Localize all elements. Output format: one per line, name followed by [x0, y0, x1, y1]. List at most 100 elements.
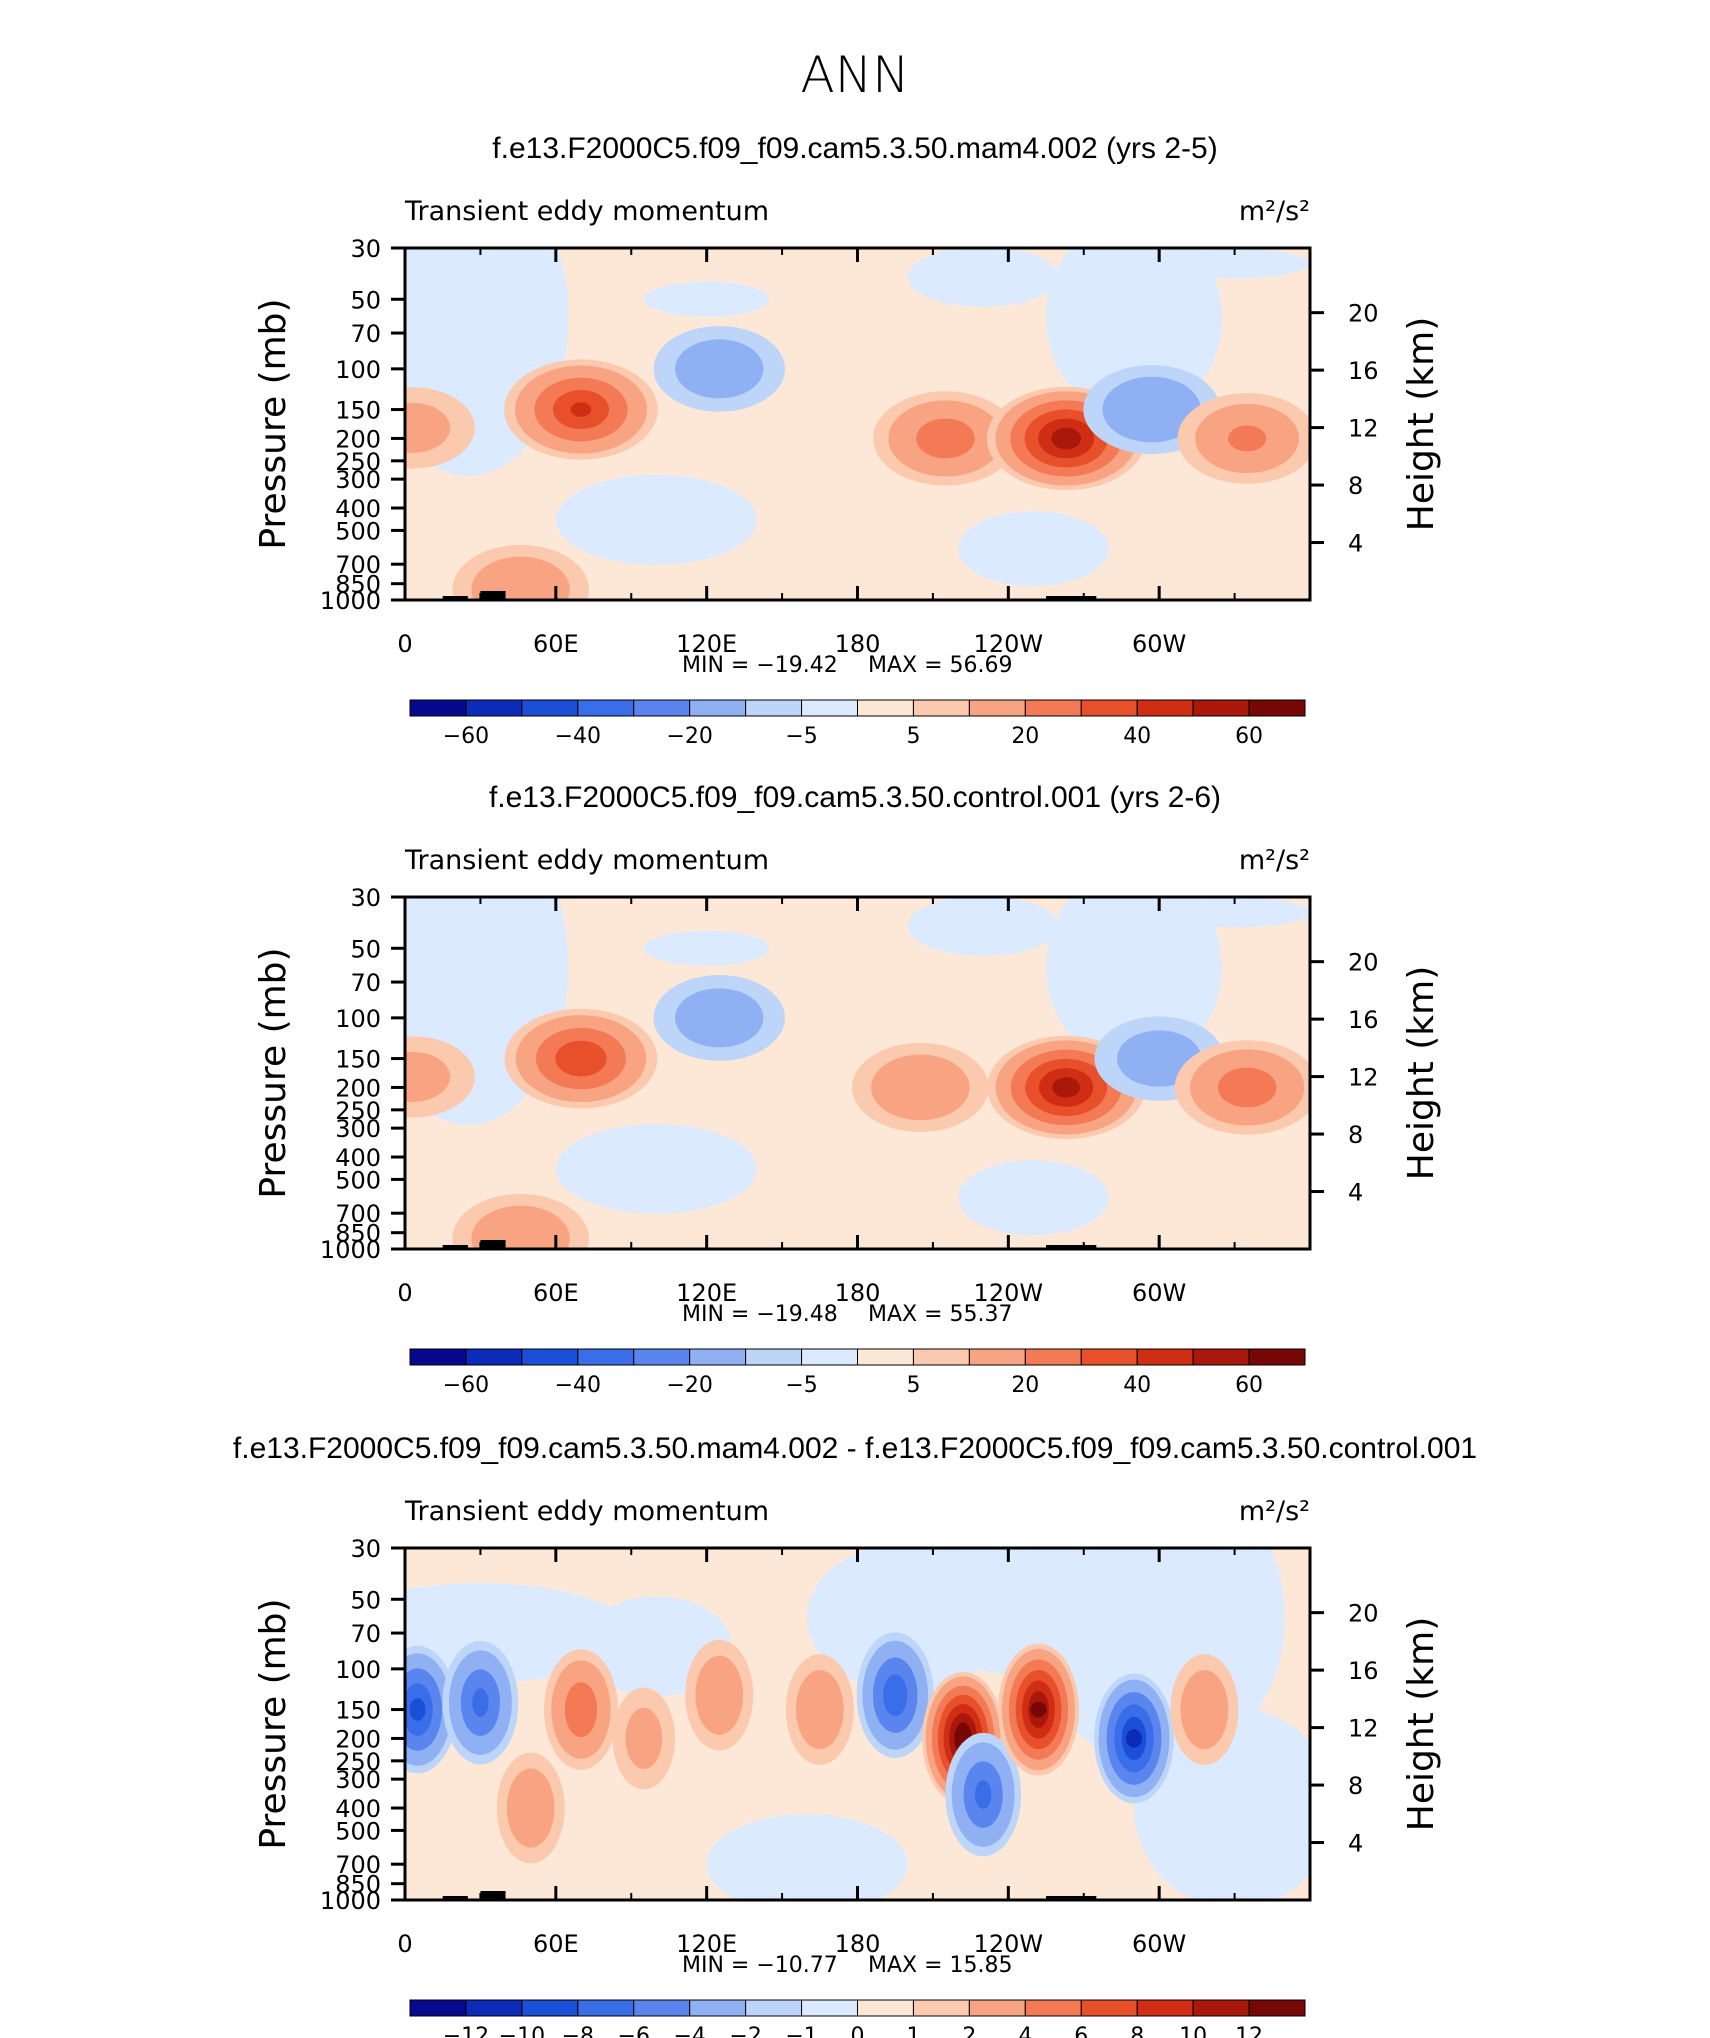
contour-level — [1217, 1067, 1277, 1108]
colorbar-box — [968, 699, 1026, 717]
y2-axis-label: Height (km) — [1401, 317, 1442, 531]
terrain-mask — [442, 1245, 468, 1249]
contour-field — [405, 248, 1310, 600]
y-tick-label: 70 — [350, 1620, 381, 1648]
y2-tick-label: 4 — [1348, 1179, 1363, 1207]
y-tick-label: 200 — [335, 425, 381, 453]
colorbar-label: 0 — [851, 2024, 865, 2038]
contour-blob — [496, 1752, 565, 1864]
colorbar-label: 60 — [1235, 1373, 1263, 1398]
colorbar-label: 1 — [906, 2024, 920, 2038]
contour-blob — [1177, 393, 1310, 484]
contour-blob — [452, 544, 589, 600]
y2-tick-label: 4 — [1348, 530, 1363, 558]
y-tick-label: 1000 — [320, 587, 381, 615]
contour-level — [675, 988, 764, 1048]
y-tick-label: 250 — [335, 448, 381, 476]
y-tick-label: 400 — [335, 495, 381, 523]
terrain-mask — [480, 1240, 506, 1249]
colorbar-label: 20 — [1011, 1373, 1039, 1398]
colorbar-box — [1080, 1999, 1138, 2017]
y2-tick-label: 20 — [1348, 1600, 1379, 1628]
colorbar-box — [689, 1348, 747, 1366]
shading-patch — [555, 1123, 757, 1214]
x-tick-label: 60E — [533, 1279, 579, 1307]
colorbar-box — [1248, 1348, 1306, 1366]
colorbar-box — [633, 699, 691, 717]
colorbar-label: 2 — [962, 2024, 976, 2038]
colorbar-label: 12 — [1235, 2024, 1263, 2038]
contour-level — [871, 1054, 970, 1121]
contour-blob — [785, 1654, 854, 1765]
contour-level — [506, 1768, 555, 1848]
colorbar-label: −2 — [729, 2024, 761, 2038]
colorbar-box — [577, 1348, 635, 1366]
contour-blob — [504, 359, 658, 460]
colorbar-box — [1248, 699, 1306, 717]
contour-level — [974, 1780, 992, 1809]
panel-title: f.e13.F2000C5.f09_f09.cam5.3.50.mam4.002… — [492, 132, 1217, 165]
y-tick-label: 150 — [335, 1046, 381, 1074]
y-tick-label: 300 — [335, 1766, 381, 1794]
colorbar-box — [912, 1348, 970, 1366]
y2-tick-label: 12 — [1348, 1064, 1379, 1092]
colorbar-box — [745, 1999, 803, 2017]
contour-level — [916, 418, 975, 459]
y-tick-label: 250 — [335, 1097, 381, 1125]
colorbar-box — [465, 1348, 523, 1366]
x-tick-label: 60E — [533, 630, 579, 658]
contour-blob — [612, 1687, 676, 1790]
terrain-mask — [1046, 596, 1097, 600]
units-label: m²/s² — [1239, 196, 1310, 227]
colorbar-label: −20 — [666, 724, 712, 749]
colorbar-box — [689, 699, 747, 717]
x-axis: 0 60E 120E 180 120W 60W — [397, 248, 1236, 658]
y2-tick-label: 12 — [1348, 415, 1379, 443]
contour-field — [405, 897, 1310, 1249]
y-axis-label: Pressure (mb) — [253, 298, 294, 549]
min-label: MIN = −19.42 — [682, 653, 838, 678]
contour-level — [471, 556, 570, 600]
contour-level — [405, 402, 451, 453]
y-tick-label: 150 — [335, 397, 381, 425]
contour-blob — [945, 1732, 1022, 1857]
colorbar-label: −40 — [555, 724, 601, 749]
x-tick-label: 120E — [676, 630, 737, 658]
y2-tick-label: 12 — [1348, 1715, 1379, 1743]
colorbar-label: 5 — [906, 1373, 920, 1398]
page-title: ANN — [800, 46, 909, 104]
contour-level — [795, 1669, 844, 1750]
topography — [442, 1240, 1097, 1249]
colorbar-label: −60 — [443, 1373, 489, 1398]
x-tick-label: 0 — [397, 1930, 412, 1958]
y-tick-label: 100 — [335, 356, 381, 384]
colorbar-box — [857, 1999, 914, 2017]
shading-patch — [958, 1160, 1109, 1236]
colorbar: −12 −10 −8 −6 −4 −2 −1 0 1 2 4 6 8 10 12 — [409, 1999, 1306, 2038]
x-tick-label: 180 — [835, 1279, 881, 1307]
colorbar-box — [1080, 699, 1138, 717]
y-tick-label: 100 — [335, 1656, 381, 1684]
y-tick-label: 500 — [335, 517, 381, 545]
y-tick-label: 50 — [350, 286, 381, 314]
colorbar-label: −20 — [666, 1373, 712, 1398]
y-tick-label: 300 — [335, 466, 381, 494]
x-tick-label: 180 — [835, 1930, 881, 1958]
x-tick-label: 0 — [397, 630, 412, 658]
y2-axis: 20 16 12 8 4 Height (km) — [1310, 949, 1442, 1207]
y-tick-label: 50 — [350, 1586, 381, 1614]
x-tick-label: 180 — [835, 630, 881, 658]
shading-patch — [643, 930, 770, 966]
colorbar-box — [521, 699, 579, 717]
colorbar-label: −40 — [555, 1373, 601, 1398]
max-label: MAX = 55.37 — [868, 1302, 1013, 1327]
colorbar-box — [1024, 1999, 1082, 2017]
colorbar-label: 40 — [1123, 724, 1151, 749]
y-axis-label: Pressure (mb) — [253, 947, 294, 1198]
terrain-mask — [442, 1896, 468, 1900]
shading-patch — [1134, 1708, 1310, 1900]
contour-blob — [873, 391, 1018, 486]
contour-level — [1102, 376, 1201, 443]
colorbar-label: 60 — [1235, 724, 1263, 749]
